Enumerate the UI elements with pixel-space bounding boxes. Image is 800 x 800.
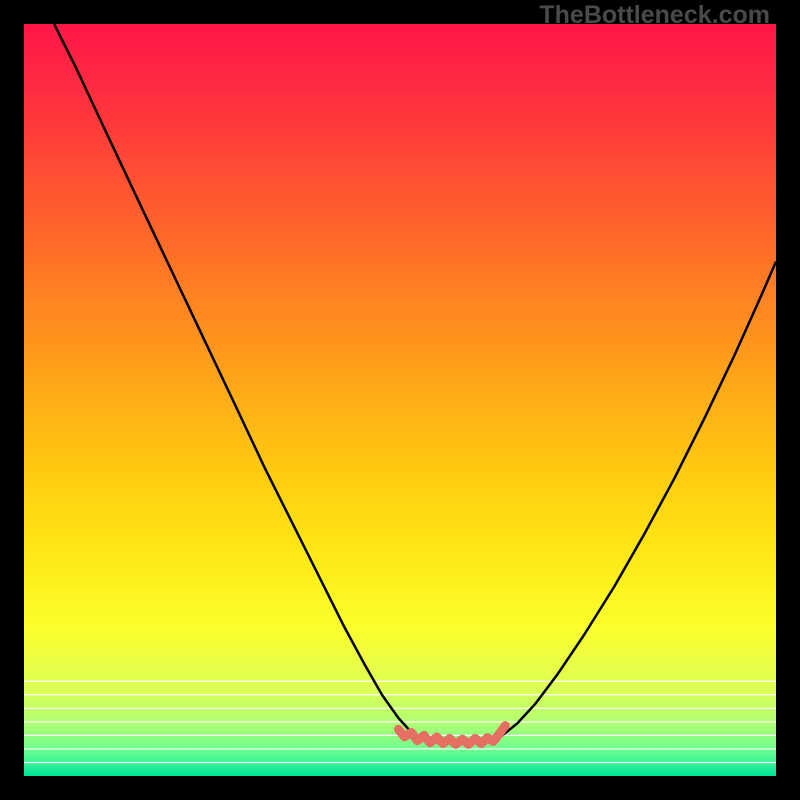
chart-overlay (24, 24, 776, 776)
bottleneck-curve (54, 24, 776, 743)
watermark-text: TheBottleneck.com (539, 1, 770, 30)
plot-area (24, 24, 776, 776)
optimal-range-highlight (399, 726, 506, 745)
